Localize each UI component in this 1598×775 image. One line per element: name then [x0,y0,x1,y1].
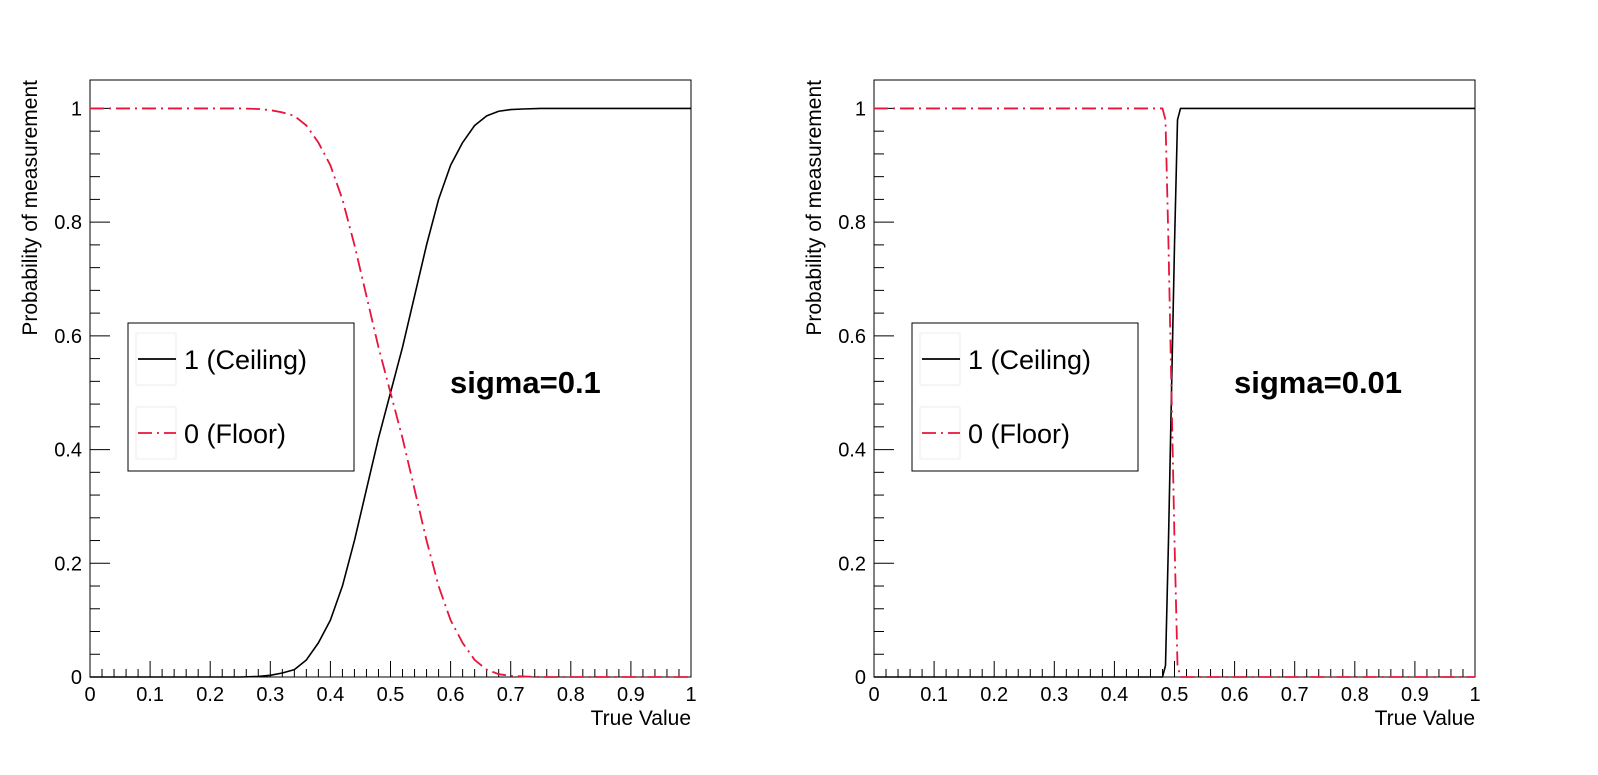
legend: 1 (Ceiling) 0 (Floor) [911,322,1139,472]
x-tick-label: 0.4 [316,684,344,706]
x-tick-label: 0.1 [136,684,164,706]
y-tick-label: 0.6 [838,326,866,348]
x-tick-label: 0.6 [1221,684,1249,706]
x-tick-label: 0.1 [920,684,948,706]
y-tick-label: 0.8 [838,212,866,234]
series-line-floor [874,107,1475,678]
legend-label-floor: 0 (Floor) [184,419,286,449]
sigma-annotation: sigma=0.01 [1234,365,1402,400]
y-tick-label: 0.6 [54,326,82,348]
x-tick-label: 0 [84,684,95,706]
y-tick-label: 0.4 [838,440,866,462]
x-axis-title: True Value [1375,707,1475,730]
legend-box [911,322,1139,472]
y-axis-title: Probability of measurement [19,80,42,336]
y-tick-label: 0.2 [838,553,866,575]
x-tick-label: 1 [1469,684,1480,706]
x-tick-label: 0.7 [497,684,525,706]
y-tick-label: 0.4 [54,440,82,462]
series-line-ceiling [874,107,1475,678]
y-tick-label: 0.8 [54,212,82,234]
y-tick-label: 1 [71,98,82,120]
chart-panel-2: 0 0.1 0.2 0.3 0.4 0.5 0.6 0.7 0.8 0.9 1 0 0.2 0.4 0.6 0… [803,79,1481,730]
x-tick-label: 1 [685,684,696,706]
legend-label-ceiling: 1 (Ceiling) [968,345,1091,375]
y-tick-label: 0 [855,667,866,689]
x-tick-label: 0.9 [617,684,645,706]
legend-label-floor: 0 (Floor) [968,419,1070,449]
y-axis-title: Probability of measurement [803,80,826,336]
x-tick-label: 0.2 [196,684,224,706]
legend-label-ceiling: 1 (Ceiling) [184,345,307,375]
x-tick-label: 0.4 [1100,684,1128,706]
x-tick-label: 0.3 [1040,684,1068,706]
sigma-annotation: sigma=0.1 [450,365,601,400]
x-tick-label: 0.5 [1161,684,1189,706]
y-tick-label: 1 [855,98,866,120]
x-axis-title: True Value [591,707,691,730]
x-tick-label: 0.8 [1341,684,1369,706]
x-tick-label: 0.3 [256,684,284,706]
legend: 1 (Ceiling) 0 (Floor) [127,322,355,472]
y-tick-label: 0.2 [54,553,82,575]
legend-box [127,322,355,472]
x-tick-label: 0.9 [1401,684,1429,706]
chart-panel-1: 0 0.1 0.2 0.3 0.4 0.5 0.6 0.7 0.8 0.9 1 0 0.2 0.4 0.6 0… [19,79,697,730]
series-line-floor [90,107,691,678]
x-tick-label: 0.8 [557,684,585,706]
x-tick-label: 0 [868,684,879,706]
y-tick-label: 0 [71,667,82,689]
x-tick-label: 0.6 [437,684,465,706]
x-tick-label: 0.5 [377,684,405,706]
x-tick-label: 0.7 [1281,684,1309,706]
x-tick-label: 0.2 [980,684,1008,706]
